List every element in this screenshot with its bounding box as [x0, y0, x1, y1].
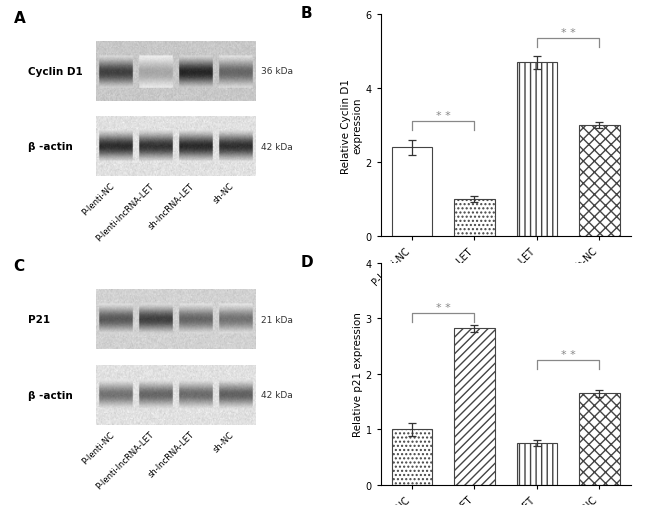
Text: * *: * *	[561, 349, 575, 359]
Bar	[454, 329, 495, 485]
Text: * *: * *	[436, 302, 450, 312]
Text: D: D	[301, 255, 313, 269]
Bar	[517, 443, 557, 485]
Text: P-lenti-lncRNA-LET: P-lenti-lncRNA-LET	[94, 429, 156, 491]
Y-axis label: Relative Cyclin D1
expression: Relative Cyclin D1 expression	[341, 78, 363, 173]
Text: C: C	[14, 259, 25, 274]
Text: β -actin: β -actin	[29, 390, 73, 400]
Text: 21 kDa: 21 kDa	[261, 315, 292, 324]
Text: A: A	[14, 11, 25, 26]
Text: sh-NC: sh-NC	[212, 181, 236, 206]
Text: sh-lncRNA-LET: sh-lncRNA-LET	[146, 429, 196, 479]
Text: sh-NC: sh-NC	[212, 429, 236, 453]
Text: 42 kDa: 42 kDa	[261, 390, 292, 399]
Text: * *: * *	[561, 28, 575, 38]
Bar	[392, 429, 432, 485]
Bar	[454, 200, 495, 237]
Bar	[517, 63, 557, 237]
Bar	[392, 148, 432, 237]
Text: P-lenti-NC: P-lenti-NC	[80, 429, 116, 465]
Bar	[579, 126, 619, 237]
Text: 36 kDa: 36 kDa	[261, 67, 292, 76]
Text: β -actin: β -actin	[29, 142, 73, 152]
Text: * *: * *	[436, 111, 450, 121]
Text: P-lenti-lncRNA-LET: P-lenti-lncRNA-LET	[94, 181, 156, 242]
Bar	[579, 393, 619, 485]
Text: P21: P21	[29, 315, 51, 325]
Text: sh-lncRNA-LET: sh-lncRNA-LET	[146, 181, 196, 231]
Y-axis label: Relative p21 expression: Relative p21 expression	[353, 312, 363, 436]
Text: Cyclin D1: Cyclin D1	[29, 67, 83, 77]
Text: B: B	[301, 6, 313, 21]
Text: P-lenti-NC: P-lenti-NC	[80, 181, 116, 217]
Text: 42 kDa: 42 kDa	[261, 142, 292, 152]
